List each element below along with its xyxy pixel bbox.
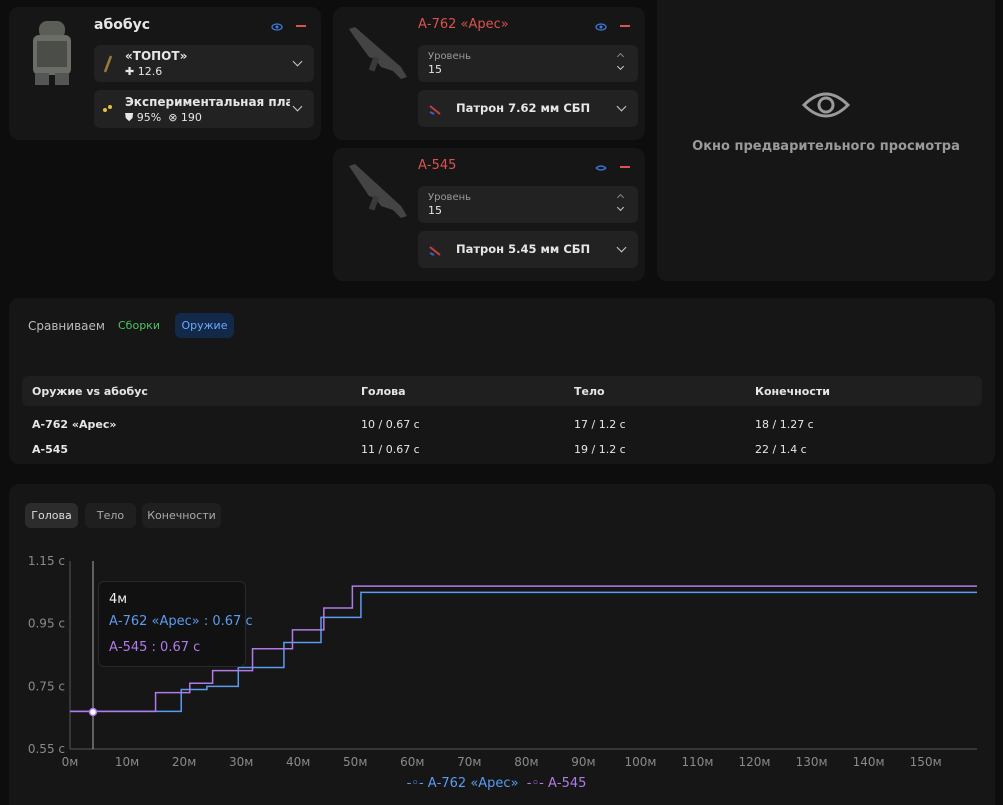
chart-tooltip: 4м А-762 «Арес» : 0.67 с А-545 : 0.67 с	[98, 581, 253, 667]
tab-body[interactable]: Тело	[85, 503, 136, 528]
x-tick-label: 0м	[62, 755, 79, 769]
level-value: 15	[428, 63, 442, 76]
weapon-card-1: А-762 «Арес» Уровень 15 Патрон 7.62 мм С…	[333, 7, 645, 140]
tab-head[interactable]: Голова	[25, 503, 78, 528]
x-tick-label: 20м	[172, 755, 196, 769]
level-label: Уровень	[428, 51, 472, 62]
weapon-name-2: А-545	[418, 158, 457, 173]
visibility-eye-icon[interactable]	[595, 21, 607, 33]
x-tick-label: 60м	[400, 755, 424, 769]
plate-name: Экспериментальная пласт...	[125, 95, 290, 109]
comparison-table: Оружие vs абобус Голова Тело Конечности …	[22, 376, 982, 464]
table-cell: 19 / 1.2 с	[574, 443, 626, 456]
x-tick-label: 40м	[286, 755, 310, 769]
legend-label-2: А-545	[547, 776, 587, 791]
armor-stat: ✚ 12.6	[125, 65, 162, 78]
table-cell: 22 / 1.4 с	[755, 443, 807, 456]
ammo-select-1[interactable]: Патрон 7.62 мм СБП	[418, 90, 638, 127]
plate-armor-value: 190	[180, 111, 202, 124]
y-tick-label: 0.75 с	[28, 679, 65, 693]
armor-image-icon	[33, 21, 71, 85]
remove-weapon-button[interactable]	[620, 25, 630, 27]
build-name: абобус	[94, 17, 151, 33]
weapon-card-2: А-545 Уровень 15 Патрон 5.45 мм СБП	[333, 148, 645, 281]
x-tick-label: 110м	[681, 755, 713, 769]
comparison-card: Сравниваем Сборки Оружие Оружие vs абобу…	[9, 298, 995, 464]
preview-text: Окно предварительного просмотра	[692, 139, 960, 154]
y-tick-label: 0.95 с	[28, 617, 65, 631]
eye-icon	[802, 92, 850, 118]
health-plus-icon: ✚	[125, 65, 135, 78]
tooltip-line-2: А-545 : 0.67 с	[109, 640, 201, 655]
hover-point	[88, 707, 98, 717]
ammo-select-2[interactable]: Патрон 5.45 мм СБП	[418, 231, 638, 268]
rifle-image-icon	[349, 164, 407, 218]
x-tick-label: 140м	[853, 755, 885, 769]
armor-stat-value: 12.6	[137, 65, 163, 78]
rifle-image-icon	[349, 27, 407, 79]
x-tick-label: 10м	[115, 755, 139, 769]
table-cell: 17 / 1.2 с	[574, 418, 626, 431]
level-stepper-1[interactable]: Уровень 15	[418, 45, 638, 82]
series-line-2	[70, 585, 977, 713]
ammo-name-2: Патрон 5.45 мм СБП	[456, 242, 591, 256]
legend-item-2[interactable]: -◦- А-545	[526, 776, 587, 791]
shield-icon: ⛊	[125, 111, 134, 124]
remove-weapon-button[interactable]	[620, 166, 630, 168]
armor-select[interactable]: «ТОПОТ» ✚ 12.6	[94, 45, 314, 82]
ammo-icon	[429, 246, 441, 256]
tab-weapons[interactable]: Оружие	[175, 313, 234, 338]
legend-item-1[interactable]: -◦- А-762 «Арес»	[406, 776, 519, 791]
table-cell: А-545	[32, 443, 69, 456]
series-line-1	[70, 591, 977, 713]
table-row: А-762 «Арес» 10 / 0.67 с 17 / 1.2 с 18 /…	[22, 406, 982, 435]
x-tick-label: 80м	[514, 755, 538, 769]
tooltip-line-1: А-762 «Арес» : 0.67 с	[109, 614, 253, 629]
table-row: А-545 11 / 0.67 с 19 / 1.2 с 22 / 1.4 с	[22, 435, 982, 464]
col-header: Голова	[351, 376, 564, 406]
hidden-eye-icon[interactable]	[595, 162, 607, 174]
x-tick-label: 130м	[796, 755, 828, 769]
x-tick-label: 100м	[624, 755, 656, 769]
legend-label-1: А-762 «Арес»	[427, 776, 519, 791]
visibility-eye-icon[interactable]	[271, 21, 283, 33]
x-tick-label: 90м	[571, 755, 595, 769]
x-tick-label: 30м	[229, 755, 253, 769]
table-cell: 10 / 0.67 с	[361, 418, 420, 431]
tab-limbs[interactable]: Конечности	[142, 503, 221, 528]
plate-item-icon	[103, 105, 112, 112]
plate-stats: ⛊ 95% ⊗ 190	[125, 111, 202, 125]
plate-select[interactable]: Экспериментальная пласт... ⛊ 95% ⊗ 190	[94, 90, 314, 128]
table-cell: А-762 «Арес»	[32, 418, 117, 431]
armor-class-icon: ⊗	[168, 111, 178, 124]
level-stepper-2[interactable]: Уровень 15	[418, 186, 638, 223]
remove-build-button[interactable]	[296, 25, 306, 27]
ammo-icon	[429, 105, 441, 115]
level-label: Уровень	[428, 192, 472, 203]
col-header: Оружие vs абобус	[22, 376, 351, 406]
y-tick-label: 0.55 с	[28, 742, 65, 756]
col-header: Тело	[564, 376, 745, 406]
x-tick-label: 50м	[343, 755, 367, 769]
x-tick-label: 70м	[457, 755, 481, 769]
x-tick-label: 120м	[739, 755, 771, 769]
y-tick-label: 1.15 с	[28, 554, 65, 568]
ammo-name-1: Патрон 7.62 мм СБП	[456, 101, 591, 115]
armor-item-icon	[103, 55, 113, 73]
tab-builds[interactable]: Сборки	[118, 319, 160, 332]
x-tick-label: 150м	[910, 755, 942, 769]
compare-label: Сравниваем	[28, 319, 105, 333]
tooltip-distance: 4м	[109, 592, 128, 607]
table-cell: 11 / 0.67 с	[361, 443, 420, 456]
armor-name: «ТОПОТ»	[125, 49, 188, 63]
col-header: Конечности	[745, 376, 982, 406]
chart-legend: -◦- А-762 «Арес» -◦- А-545	[0, 776, 993, 791]
level-value: 15	[428, 204, 442, 217]
preview-card: Окно предварительного просмотра	[657, 0, 995, 281]
build-card: абобус «ТОПОТ» ✚ 12.6 Экспериментальная …	[9, 7, 321, 140]
weapon-name-1: А-762 «Арес»	[418, 17, 509, 32]
plate-durability: 95%	[136, 111, 162, 124]
table-cell: 18 / 1.27 с	[755, 418, 814, 431]
